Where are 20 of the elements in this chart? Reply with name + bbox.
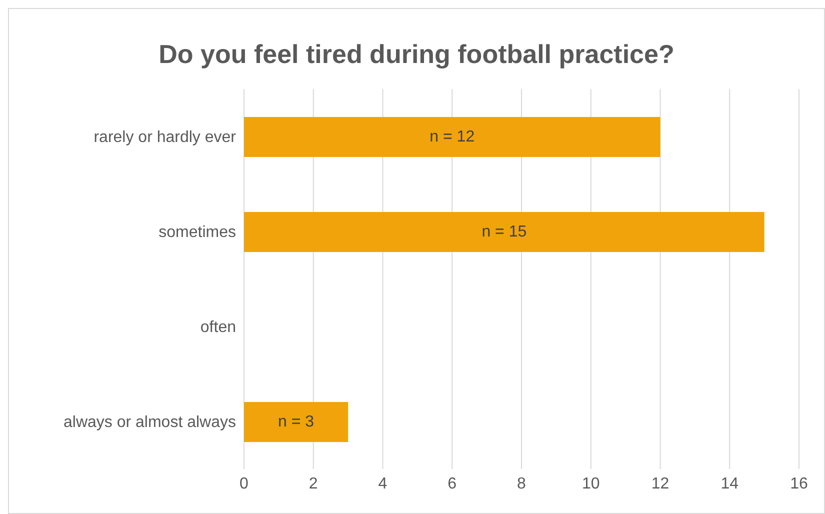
bar: [244, 402, 348, 442]
y-tick-label: sometimes: [158, 224, 236, 242]
data-label: n = 15: [482, 224, 527, 240]
x-tick-label: 6: [448, 475, 457, 492]
x-tick-label: 4: [378, 475, 388, 492]
y-tick-label: always or almost always: [64, 414, 236, 432]
x-tick-label: 14: [720, 475, 739, 492]
data-label: n = 12: [430, 128, 475, 146]
x-tick-label: 0: [240, 475, 249, 492]
x-tick-label: 8: [517, 475, 526, 492]
bar: [244, 212, 764, 252]
y-tick-label: rarely or hardly ever: [94, 129, 237, 146]
x-tick-label: 2: [308, 475, 318, 492]
bar: [244, 117, 660, 157]
x-tick-label: 12: [651, 475, 670, 492]
chart-title: Do you feel tired during football practice?: [158, 38, 676, 71]
x-tick-label: 10: [582, 475, 600, 492]
data-label: n = 3: [278, 414, 314, 430]
y-tick-label: often: [200, 319, 236, 336]
x-tick-label: 16: [790, 475, 808, 492]
